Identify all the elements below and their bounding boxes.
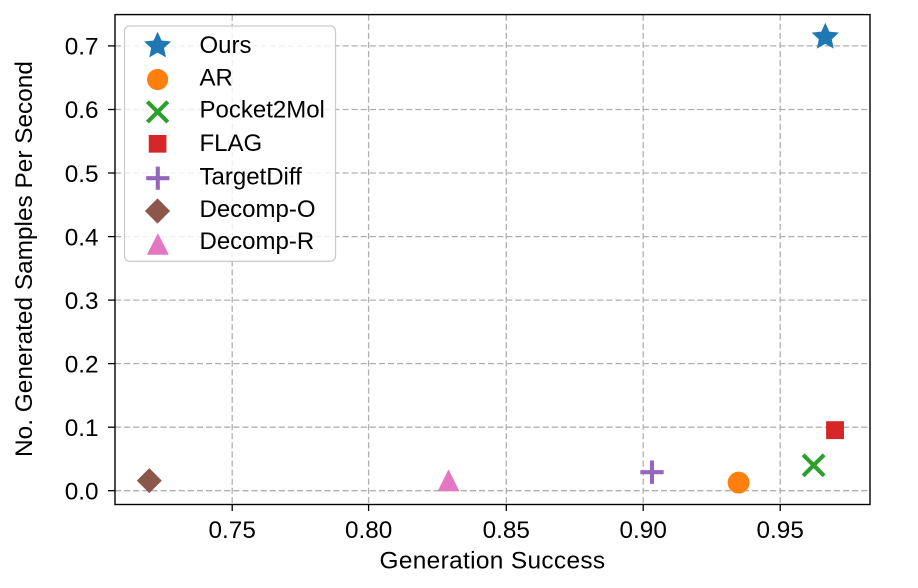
svg-text:0.3: 0.3 [65,288,99,315]
svg-text:0.6: 0.6 [65,97,99,124]
svg-text:TargetDiff: TargetDiff [200,163,303,190]
svg-text:0.4: 0.4 [65,224,99,251]
svg-text:AR: AR [200,64,233,91]
svg-text:Decomp-R: Decomp-R [200,228,315,255]
svg-text:Generation Success: Generation Success [380,548,606,575]
svg-text:0.90: 0.90 [620,517,667,544]
svg-text:0.1: 0.1 [65,415,99,442]
svg-text:0.95: 0.95 [757,517,804,544]
svg-text:0.75: 0.75 [209,517,256,544]
svg-text:0.2: 0.2 [65,351,99,378]
svg-text:0.80: 0.80 [345,517,392,544]
svg-text:FLAG: FLAG [200,130,263,157]
svg-text:Ours: Ours [200,32,252,59]
svg-text:Decomp-O: Decomp-O [200,196,316,223]
svg-text:0.7: 0.7 [65,34,99,61]
svg-text:No. Generated Samples Per Seco: No. Generated Samples Per Second [11,61,38,457]
svg-text:Pocket2Mol: Pocket2Mol [200,97,325,124]
svg-text:0.5: 0.5 [65,161,99,188]
svg-text:0.85: 0.85 [483,517,530,544]
svg-text:0.0: 0.0 [65,478,99,505]
